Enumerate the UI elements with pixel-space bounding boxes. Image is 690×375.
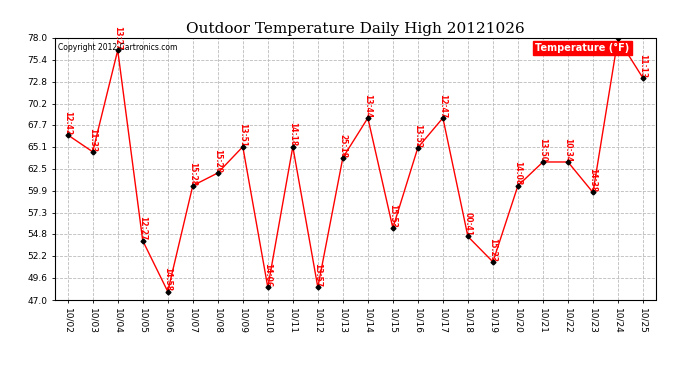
Text: 00:41: 00:41 — [464, 212, 473, 237]
Text: 13:44: 13:44 — [364, 94, 373, 118]
Text: 25:18: 25:18 — [338, 134, 347, 158]
Title: Outdoor Temperature Daily High 20121026: Outdoor Temperature Daily High 20121026 — [186, 22, 524, 36]
Text: 11:13: 11:13 — [638, 54, 647, 78]
Text: Copyright 2012 Cartronics.com: Copyright 2012 Cartronics.com — [58, 43, 177, 52]
Text: 13:57: 13:57 — [313, 263, 322, 287]
Text: 14:58: 14:58 — [164, 267, 172, 291]
Text: 15:28: 15:28 — [188, 162, 197, 186]
Text: 12:47: 12:47 — [438, 94, 447, 118]
Text: 14:18: 14:18 — [288, 123, 297, 147]
Text: 14:38: 14:38 — [589, 168, 598, 192]
Text: 13:27: 13:27 — [113, 26, 122, 50]
Text: 15:53: 15:53 — [388, 204, 397, 228]
Text: 14:06: 14:06 — [264, 263, 273, 287]
Text: 12:27: 12:27 — [138, 216, 147, 241]
Text: 15:23: 15:23 — [489, 238, 497, 262]
Text: 11:33: 11:33 — [88, 128, 97, 152]
Text: 10:34: 10:34 — [564, 138, 573, 162]
Text: 13:50: 13:50 — [538, 138, 547, 162]
Text: Temperature (°F): Temperature (°F) — [535, 43, 630, 53]
Text: 12:42: 12:42 — [63, 111, 72, 135]
Text: 13:52: 13:52 — [413, 124, 422, 148]
Text: 13:51: 13:51 — [238, 123, 247, 147]
Text: 15:20: 15:20 — [213, 149, 222, 173]
Text: 14:08: 14:08 — [513, 161, 522, 186]
